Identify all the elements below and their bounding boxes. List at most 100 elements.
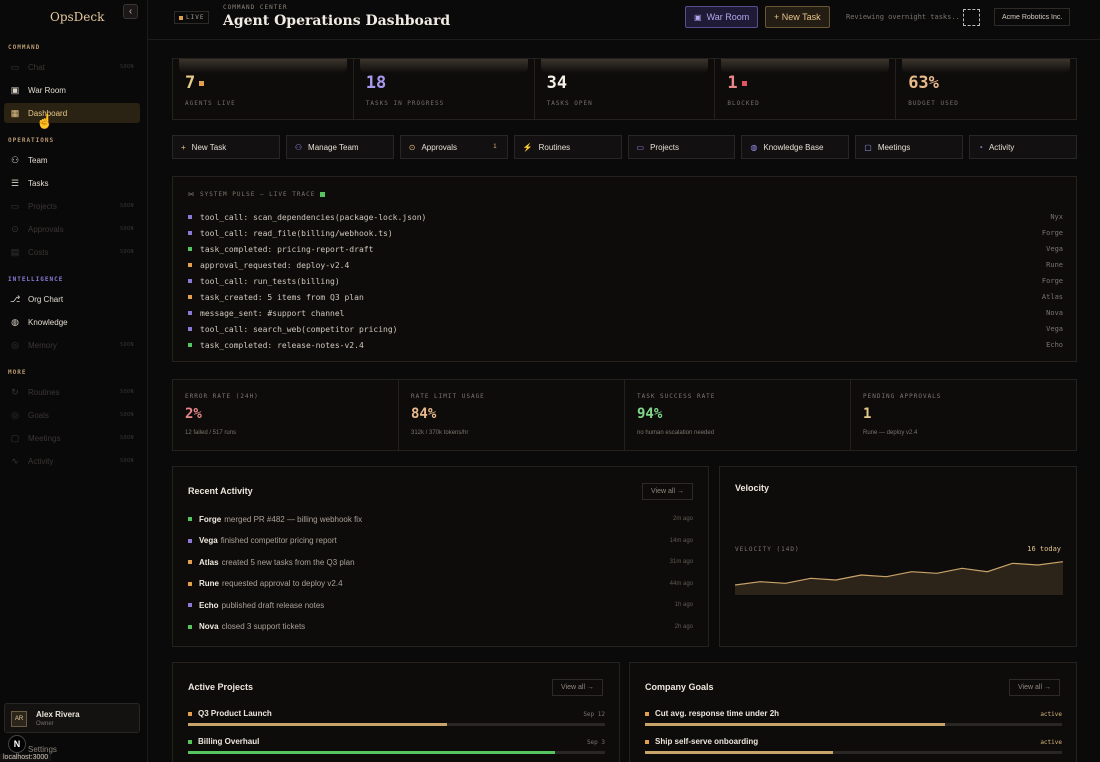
- sidebar-item-team[interactable]: ⚇ Team: [4, 150, 140, 170]
- goal-row[interactable]: Ship self-serve onboarding active: [645, 737, 1062, 754]
- activity-time: 44m ago: [669, 580, 693, 587]
- trace-row: message_sent: #support channel Nova: [188, 307, 1063, 319]
- project-row[interactable]: Q3 Product Launch Sep 12: [188, 709, 605, 726]
- goal-row[interactable]: Cut avg. response time under 2h active: [645, 709, 1062, 726]
- quick-action-manage-team[interactable]: ⚇ Manage Team: [285, 135, 394, 159]
- project-row[interactable]: Billing Overhaul Sep 3: [188, 737, 605, 754]
- active-projects-view-all-button[interactable]: View all →: [552, 679, 603, 696]
- sidebar-item-approvals[interactable]: ⊙ Approvals SOON: [4, 219, 140, 239]
- quick-action-label: Meetings: [877, 142, 911, 152]
- trace-agent: Rune: [1046, 261, 1063, 269]
- activity-agent: Vega: [199, 536, 218, 545]
- trace-text: tool_call: scan_dependencies(package-loc…: [200, 212, 427, 222]
- company-switcher[interactable]: Acme Robotics Inc.: [994, 8, 1071, 26]
- activity-item[interactable]: Vega finished competitor pricing report 14…: [188, 535, 693, 547]
- activity-text: created 5 new tasks from the Q3 plan: [221, 557, 355, 567]
- activity-item[interactable]: Atlas created 5 new tasks from the Q3 pla…: [188, 556, 693, 568]
- soon-badge: SOON: [119, 249, 134, 255]
- sidebar-item-chat[interactable]: ▭ Chat SOON: [4, 57, 140, 77]
- sidebar-item-projects[interactable]: ▭ Projects SOON: [4, 196, 140, 216]
- header: LIVE COMMAND CENTER Agent Operations Das…: [148, 0, 1100, 40]
- recent-activity-view-all-button[interactable]: View all →: [642, 483, 693, 500]
- trace-agent: Atlas: [1041, 293, 1063, 301]
- soon-badge: SOON: [119, 435, 134, 441]
- stat-value: 1: [727, 73, 747, 93]
- sidebar-item-label: War Room: [28, 85, 66, 95]
- sidebar-item-activity[interactable]: ∿ Activity SOON: [4, 451, 140, 471]
- trace-dot-icon: [188, 295, 192, 299]
- company-goals-view-all-button[interactable]: View all →: [1009, 679, 1060, 696]
- sidebar-item-goals[interactable]: ◎ Goals SOON: [4, 405, 140, 425]
- row-name: Cut avg. response time under 2h: [655, 709, 780, 718]
- activity-dot-icon: [188, 538, 192, 543]
- monitor-icon: ▣: [694, 12, 702, 22]
- sidebar-item-org-chart[interactable]: ⎇ Org Chart: [4, 289, 140, 309]
- velocity-panel: Velocity VELOCITY (14D) 16 today: [719, 466, 1077, 647]
- activity-text: finished competitor pricing report: [220, 536, 337, 545]
- collapse-sidebar-button[interactable]: ‹: [123, 4, 138, 19]
- quick-action-routines[interactable]: ⚡ Routines: [513, 135, 622, 159]
- quick-action-label: Manage Team: [308, 142, 359, 152]
- user-card[interactable]: AR Alex Rivera Owner: [4, 703, 140, 733]
- sidebar-item-war-room[interactable]: ▣ War Room: [4, 80, 140, 100]
- settings-link[interactable]: Settings: [28, 745, 57, 754]
- brand-logo[interactable]: OpsDeck: [50, 10, 105, 24]
- stat-glow: [179, 59, 347, 73]
- sidebar-item-routines[interactable]: ↻ Routines SOON: [4, 382, 140, 402]
- sidebar-item-memory[interactable]: ◎ Memory SOON: [4, 335, 140, 355]
- stat-value: 7: [185, 73, 205, 93]
- activity-item[interactable]: Echo published draft release notes 1h ago: [188, 599, 693, 611]
- metric-card: ERROR RATE (24H) 2% 12 failed / 517 runs: [173, 380, 399, 450]
- trace-text: tool_call: search_web(competitor pricing…: [200, 324, 398, 334]
- row-meta: active: [1040, 739, 1062, 746]
- activity-item[interactable]: Forge merged PR #482 — billing webhook fi…: [188, 513, 693, 525]
- metric-subtext: Rune — deploy v2.4: [863, 430, 918, 436]
- sidebar-item-meetings[interactable]: ▢ Meetings SOON: [4, 428, 140, 448]
- folder-icon: ▭: [636, 142, 645, 152]
- activity-item[interactable]: Rune requested approval to deploy v2.4 44m…: [188, 578, 693, 590]
- activity-item[interactable]: Nova closed 3 support tickets 2h ago: [188, 621, 693, 633]
- sidebar-item-knowledge[interactable]: ◍ Knowledge: [4, 312, 140, 332]
- new-task-button[interactable]: + New Task: [765, 6, 830, 28]
- trace-row: task_completed: release-notes-v2.4 Echo: [188, 339, 1063, 351]
- stat-value-text: 18: [365, 73, 387, 93]
- trace-row: task_created: 5 items from Q3 plan Atlas: [188, 291, 1063, 303]
- sidebar-item-dashboard[interactable]: ▦ Dashboard: [4, 103, 140, 123]
- row-meta: Sep 3: [586, 739, 605, 746]
- trace-agent: Forge: [1041, 229, 1063, 237]
- sidebar-item-costs[interactable]: ▤ Costs SOON: [4, 242, 140, 262]
- next-dev-badge[interactable]: N: [8, 735, 26, 753]
- trace-agent: Vega: [1046, 245, 1063, 253]
- knowledge-icon: ◍: [11, 317, 19, 327]
- approval-icon: ⊙: [408, 142, 416, 152]
- quick-action-approvals[interactable]: ⊙ Approvals 1: [399, 135, 508, 159]
- quick-action-activity[interactable]: ◔ Activity: [969, 135, 1077, 159]
- quick-action-knowledge-base[interactable]: ◍ Knowledge Base: [741, 135, 850, 159]
- company-goals-panel: Company Goals View all → Cut avg. respon…: [629, 662, 1077, 762]
- costs-icon: ▤: [10, 247, 20, 257]
- stat-glow: [359, 59, 528, 73]
- approval-icon: ⊙: [11, 224, 19, 234]
- soon-badge: SOON: [119, 412, 134, 418]
- trace-dot-icon: [188, 263, 192, 267]
- trace-agent: Nova: [1046, 309, 1063, 317]
- loading-spinner-icon: [963, 9, 980, 26]
- war-room-label: War Room: [706, 12, 750, 22]
- quick-action-projects[interactable]: ▭ Projects: [627, 135, 736, 159]
- progress-fill: [188, 751, 555, 754]
- velocity-today: 16 today: [1027, 545, 1061, 553]
- trace-dot-icon: [188, 343, 192, 347]
- company-goals-title: Company Goals: [645, 682, 714, 692]
- stat-glow: [721, 59, 890, 73]
- pulse-icon: ⋈: [188, 191, 195, 198]
- quick-action-new-task[interactable]: + New Task: [172, 135, 280, 159]
- soon-badge: SOON: [119, 389, 134, 395]
- sidebar-item-tasks[interactable]: ☰ Tasks: [4, 173, 140, 193]
- quick-action-meetings[interactable]: ▢ Meetings: [855, 135, 964, 159]
- stat-label: BLOCKED: [727, 100, 760, 107]
- activity-time: 2m ago: [672, 516, 693, 522]
- trace-text: tool_call: read_file(billing/webhook.ts): [200, 228, 393, 238]
- war-room-button[interactable]: ▣ War Room: [685, 6, 759, 28]
- trace-text: tool_call: run_tests(billing): [200, 276, 340, 286]
